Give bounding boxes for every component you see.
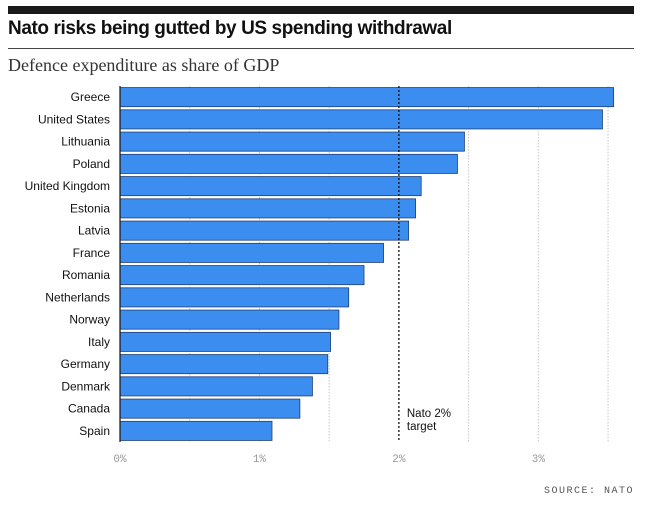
chart-title: Nato risks being gutted by US spending w…: [8, 18, 452, 39]
bar: [119, 420, 273, 441]
category-label: Netherlands: [45, 290, 110, 304]
bar: [119, 309, 340, 330]
category-label: Denmark: [61, 379, 111, 393]
source-note: SOURCE: NATO: [543, 486, 634, 497]
category-label: Spain: [79, 424, 110, 438]
bar: [119, 242, 384, 263]
bar: [119, 87, 615, 108]
x-tick-label: 2%: [392, 454, 406, 466]
category-label: Latvia: [78, 224, 110, 238]
bar: [119, 354, 329, 375]
category-label: United States: [38, 112, 110, 126]
category-label: Canada: [68, 402, 110, 416]
x-axis: 0% 1% 2% 3%: [113, 86, 545, 466]
target-label: target: [407, 421, 437, 433]
bar: [119, 153, 458, 174]
bar: [119, 331, 331, 352]
bar: [119, 109, 603, 130]
bar: [119, 220, 410, 241]
bar: [119, 376, 313, 397]
category-label: France: [73, 246, 111, 260]
bar: [119, 131, 465, 152]
category-label: Poland: [73, 157, 110, 171]
x-tick-label: 1%: [253, 454, 267, 466]
category-label: Italy: [88, 335, 110, 349]
bar: [119, 176, 422, 197]
category-label: United Kingdom: [25, 179, 110, 193]
chart-subtitle: Defence expenditure as share of GDP: [8, 55, 280, 75]
bar: [119, 398, 301, 419]
target-label: Nato 2%: [407, 408, 451, 420]
bars: [119, 87, 615, 441]
x-tick-label: 0%: [113, 454, 127, 466]
category-labels: Greece United States Lithuania Poland United…: [25, 90, 111, 438]
bar: [119, 265, 365, 286]
target-annotation: Nato 2%target: [398, 86, 451, 442]
bar: [119, 287, 350, 308]
title-divider: [8, 48, 634, 49]
x-tick-label: 3%: [532, 454, 546, 466]
category-label: Norway: [69, 313, 110, 327]
category-label: Romania: [62, 268, 110, 282]
bar: [119, 198, 417, 219]
top-accent-bar: [8, 6, 634, 14]
category-label: Greece: [71, 90, 111, 104]
category-label: Germany: [61, 357, 110, 371]
category-label: Estonia: [70, 201, 110, 215]
category-label: Lithuania: [61, 135, 110, 149]
